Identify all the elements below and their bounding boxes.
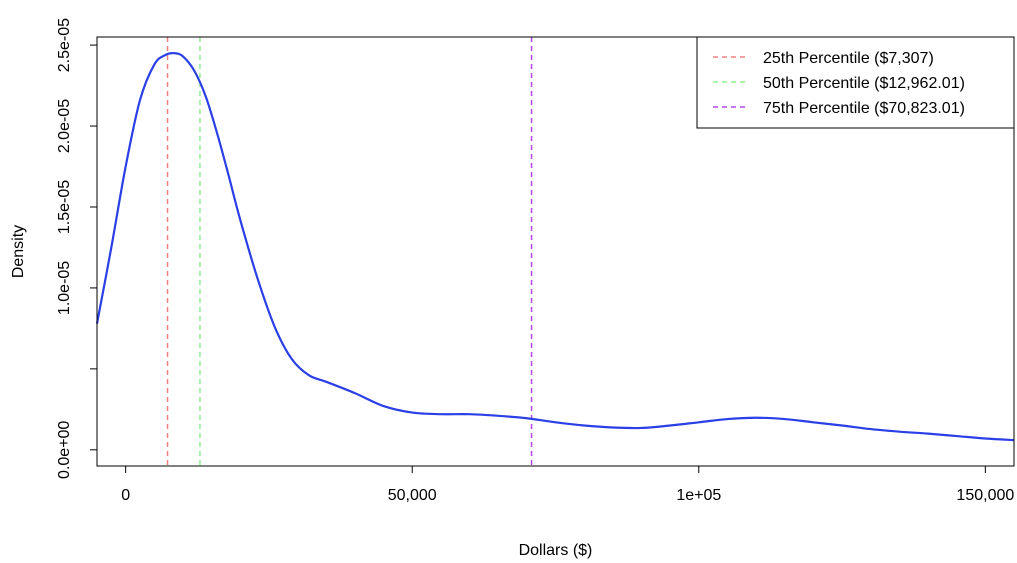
legend-label: 50th Percentile ($12,962.01)	[763, 75, 965, 92]
x-tick-label: 50,000	[388, 487, 437, 504]
legend: 25th Percentile ($7,307) 50th Percentile …	[696, 36, 1015, 129]
y-tick-label: 1.0e-05	[56, 261, 73, 315]
y-tick-label: 2.0e-05	[56, 99, 73, 153]
y-tick-label: 0.0e+00	[56, 421, 73, 479]
x-tick-label: 1e+05	[676, 487, 721, 504]
x-tick-label: 150,000	[956, 487, 1014, 504]
x-tick-label: 0	[121, 487, 130, 504]
y-axis-label: Density	[10, 225, 27, 278]
y-tick-label: 1.5e-05	[56, 180, 73, 234]
legend-box	[696, 36, 1015, 129]
x-axis: 0 50,000 1e+05 150,000	[121, 465, 1014, 504]
legend-label: 75th Percentile ($70,823.01)	[763, 100, 965, 117]
y-axis: 0.0e+00 1.0e-05 1.5e-05 2.0e-05 2.5e-05	[56, 18, 98, 479]
legend-label: 25th Percentile ($7,307)	[763, 50, 934, 67]
x-axis-label: Dollars ($)	[519, 542, 593, 559]
y-tick-label: 2.5e-05	[56, 18, 73, 72]
percentile-lines	[166, 37, 533, 466]
density-curve-1	[95, 51, 1015, 442]
density-series	[95, 51, 1015, 442]
